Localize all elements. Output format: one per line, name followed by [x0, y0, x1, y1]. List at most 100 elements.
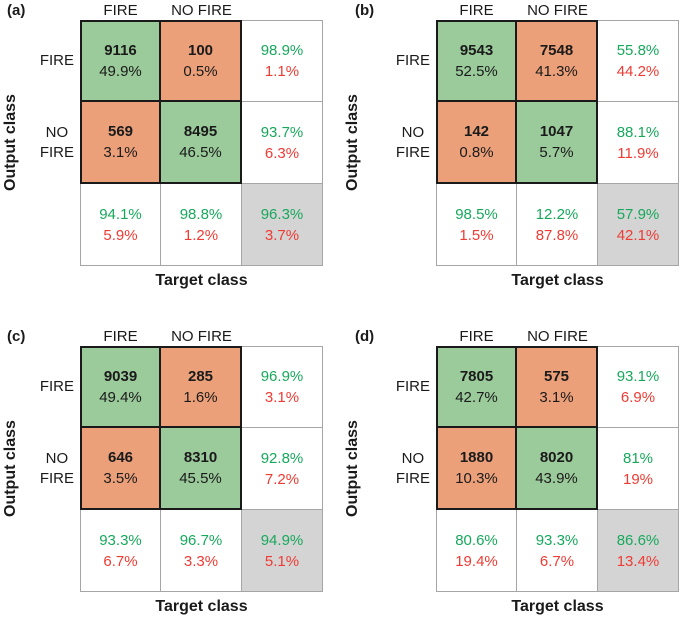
cell-percent: 1.6% [183, 389, 218, 406]
cell-nofire-fire: 1880 10.3% [436, 428, 517, 510]
cell-col-fire-summary: 80.6% 19.4% [436, 510, 517, 592]
overall-error-percent: 5.1% [264, 552, 300, 570]
panel-b-letter: (b) [355, 2, 375, 19]
cell-count: 8020 [539, 449, 574, 466]
cell-percent: 46.5% [179, 144, 222, 161]
summary-error-percent: 1.2% [183, 226, 219, 244]
summary-error-percent: 6.3% [264, 144, 300, 162]
summary-correct-percent: 81% [622, 449, 654, 467]
cell-row-nofire-summary: 81% 19% [598, 428, 679, 510]
cell-col-nofire-summary: 93.3% 6.7% [517, 510, 598, 592]
overall-error-percent: 42.1% [616, 226, 660, 244]
panel-a-inner: (a) FIRE NO FIRE Output class FIRE NO FI… [0, 2, 342, 294]
cell-percent: 3.1% [539, 389, 574, 406]
column-header-fire: FIRE [459, 2, 494, 19]
cell-nofire-nofire: 8020 43.9% [517, 428, 598, 510]
summary-correct-percent: 96.9% [260, 368, 304, 385]
cell-overall-accuracy: 86.6% 13.4% [598, 510, 679, 592]
summary-correct-percent: 80.6% [455, 531, 498, 549]
summary-error-percent: 11.9% [617, 144, 659, 162]
row-header-fire: FIRE [395, 378, 430, 395]
panel-c-letter: (c) [7, 328, 26, 345]
cell-nofire-nofire: 8310 45.5% [161, 428, 242, 510]
panel-b-matrix: 9543 52.5% 7548 41.3% 55.8% 44.2% 142 0.… [436, 20, 679, 266]
cell-col-nofire-summary: 96.7% 3.3% [161, 510, 242, 592]
cell-percent: 5.7% [539, 144, 574, 161]
summary-correct-percent: 98.8% [179, 205, 223, 223]
cell-count: 142 [463, 123, 490, 140]
cell-row-nofire-summary: 93.7% 6.3% [242, 102, 323, 184]
row-header-no-fire-line1: NO [45, 124, 69, 141]
overall-accuracy-percent: 57.9% [616, 205, 660, 223]
cell-overall-accuracy: 57.9% 42.1% [598, 184, 679, 266]
panel-a-column-headers: FIRE NO FIRE [80, 2, 323, 20]
cell-count: 285 [187, 368, 214, 385]
summary-error-percent: 3.1% [264, 389, 300, 406]
cell-count: 100 [187, 42, 214, 59]
panel-a: (a) FIRE NO FIRE Output class FIRE NO FI… [0, 0, 342, 310]
summary-correct-percent: 55.8% [616, 42, 660, 59]
panel-a-letter: (a) [7, 2, 26, 19]
summary-correct-percent: 93.3% [535, 531, 579, 549]
x-axis-label: Target class [155, 598, 248, 615]
cell-nofire-nofire: 8495 46.5% [161, 102, 242, 184]
panel-b-inner: (b) FIRE NO FIRE Output class FIRE NO FI… [342, 2, 685, 294]
panel-c-column-headers: FIRE NO FIRE [80, 328, 323, 346]
summary-correct-percent: 12.2% [535, 205, 579, 223]
cell-overall-accuracy: 96.3% 3.7% [242, 184, 323, 266]
cell-percent: 0.8% [459, 144, 494, 161]
summary-correct-percent: 94.1% [99, 205, 142, 223]
row-header-no-fire-line1: NO [401, 124, 425, 141]
row-header-no-fire: NO FIRE [0, 102, 74, 184]
panel-d-matrix: 7805 42.7% 575 3.1% 93.1% 6.9% 1880 10.3… [436, 346, 679, 592]
summary-correct-percent: 88.1% [616, 123, 660, 141]
summary-error-percent: 6.7% [539, 552, 575, 570]
column-header-fire: FIRE [459, 328, 494, 345]
cell-count: 9116 [104, 42, 137, 59]
cell-count: 9543 [459, 42, 494, 59]
overall-error-percent: 13.4% [616, 552, 660, 570]
cell-fire-fire: 9116 49.9% [80, 20, 161, 102]
cell-row-nofire-summary: 88.1% 11.9% [598, 102, 679, 184]
column-header-no-fire: NO FIRE [171, 328, 232, 345]
row-header-no-fire-line2: FIRE [395, 470, 430, 487]
cell-fire-fire: 9039 49.4% [80, 346, 161, 428]
row-header-fire: FIRE [39, 378, 74, 395]
summary-error-percent: 7.2% [264, 470, 300, 488]
cell-count: 575 [543, 368, 570, 385]
summary-error-percent: 5.9% [103, 226, 138, 244]
summary-error-percent: 19% [622, 470, 654, 488]
overall-accuracy-percent: 86.6% [616, 531, 660, 549]
overall-accuracy-percent: 94.9% [260, 531, 304, 549]
cell-percent: 45.5% [179, 470, 222, 487]
cell-percent: 42.7% [455, 389, 498, 406]
cell-overall-accuracy: 94.9% 5.1% [242, 510, 323, 592]
row-header-no-fire-text: NO FIRE [396, 449, 430, 489]
panel-c-matrix: 9039 49.4% 285 1.6% 96.9% 3.1% 646 3.5% … [80, 346, 323, 592]
cell-count: 569 [107, 123, 134, 140]
cell-row-fire-summary: 96.9% 3.1% [242, 346, 323, 428]
x-axis-label: Target class [155, 272, 248, 289]
summary-error-percent: 6.7% [103, 552, 138, 570]
cell-count: 8310 [183, 449, 218, 466]
panel-d: (d) FIRE NO FIRE Output class FIRE NO FI… [342, 310, 685, 621]
x-axis-label: Target class [511, 272, 604, 289]
cell-percent: 10.3% [455, 470, 498, 487]
cell-percent: 49.4% [99, 389, 142, 406]
cell-col-fire-summary: 98.5% 1.5% [436, 184, 517, 266]
overall-accuracy-percent: 96.3% [260, 205, 304, 223]
row-header-no-fire-text: NO FIRE [40, 449, 74, 489]
cell-fire-fire: 7805 42.7% [436, 346, 517, 428]
panel-c-inner: (c) FIRE NO FIRE Output class FIRE NO FI… [0, 328, 342, 620]
cell-fire-nofire: 575 3.1% [517, 346, 598, 428]
cell-percent: 52.5% [455, 63, 498, 80]
cell-row-fire-summary: 55.8% 44.2% [598, 20, 679, 102]
cell-count: 8495 [183, 123, 218, 140]
row-header-fire: FIRE [395, 52, 430, 69]
cell-row-fire-summary: 98.9% 1.1% [242, 20, 323, 102]
row-header-fire: FIRE [39, 52, 74, 69]
row-header-no-fire-line1: NO [401, 450, 425, 467]
cell-count: 9039 [103, 368, 138, 385]
column-header-no-fire: NO FIRE [527, 328, 588, 345]
summary-error-percent: 1.1% [264, 63, 300, 80]
